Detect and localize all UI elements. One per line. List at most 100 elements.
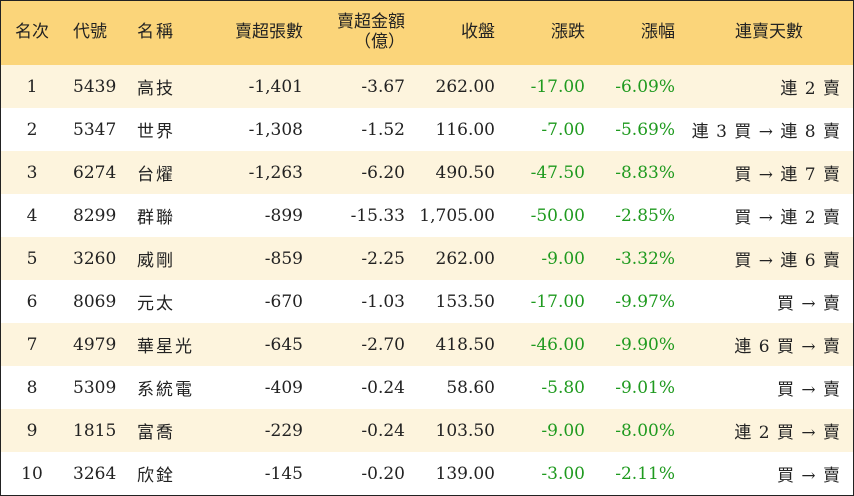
- cell-name: 群聯: [137, 208, 175, 228]
- cell-change-pct: -8.00%: [615, 420, 675, 441]
- cell-name: 世界: [137, 122, 175, 142]
- cell-consecutive-days: 連 3 買 → 連 8 賣: [691, 122, 841, 142]
- cell-rank: 3: [26, 162, 38, 183]
- cell-rank: 10: [21, 463, 43, 484]
- cell-net-sell-lots: -859: [264, 248, 303, 269]
- cell-change: -50.00: [530, 205, 585, 226]
- cell-net-sell-amount: -6.20: [361, 162, 405, 183]
- cell-code: 3260: [73, 248, 117, 269]
- cell-change: -46.00: [530, 334, 585, 355]
- cell-name: 系統電: [137, 380, 194, 400]
- cell-consecutive-days: 買 → 賣: [776, 294, 841, 314]
- cell-net-sell-amount: -0.20: [361, 463, 405, 484]
- cell-net-sell-lots: -409: [264, 377, 303, 398]
- header-net-sell-amount: 賣超金額 （億）: [313, 1, 415, 65]
- cell-net-sell-amount: -1.03: [361, 291, 405, 312]
- cell-change: -9.00: [541, 420, 585, 441]
- table-row: 2 5347 世界 -1,308 -1.52 116.00 -7.00 -5.6…: [1, 108, 853, 151]
- cell-change: -47.50: [530, 162, 585, 183]
- table-body: 1 5439 高技 -1,401 -3.67 262.00 -17.00 -6.…: [1, 65, 853, 495]
- cell-close: 1,705.00: [419, 205, 495, 226]
- cell-net-sell-amount: -2.25: [361, 248, 405, 269]
- cell-change: -17.00: [530, 76, 585, 97]
- cell-consecutive-days: 連 6 買 → 賣: [734, 337, 841, 357]
- cell-change: -3.00: [541, 463, 585, 484]
- cell-net-sell-amount: -0.24: [361, 420, 405, 441]
- table-row: 6 8069 元太 -670 -1.03 153.50 -17.00 -9.97…: [1, 280, 853, 323]
- cell-close: 262.00: [435, 248, 495, 269]
- cell-name: 元太: [137, 294, 175, 314]
- cell-close: 139.00: [435, 463, 495, 484]
- cell-consecutive-days: 買 → 賣: [776, 380, 841, 400]
- header-code: 代號: [73, 22, 107, 43]
- cell-rank: 5: [26, 248, 38, 269]
- cell-change: -9.00: [541, 248, 585, 269]
- cell-change-pct: -9.97%: [615, 291, 675, 312]
- cell-change-pct: -9.01%: [615, 377, 675, 398]
- cell-consecutive-days: 買 → 連 6 賣: [734, 251, 841, 271]
- cell-close: 58.60: [446, 377, 495, 398]
- cell-name: 威剛: [137, 251, 175, 271]
- table-row: 4 8299 群聯 -899 -15.33 1,705.00 -50.00 -2…: [1, 194, 853, 237]
- cell-close: 153.50: [435, 291, 495, 312]
- cell-code: 5439: [73, 76, 117, 97]
- cell-net-sell-lots: -1,401: [248, 76, 303, 97]
- cell-net-sell-amount: -15.33: [350, 205, 405, 226]
- table-row: 1 5439 高技 -1,401 -3.67 262.00 -17.00 -6.…: [1, 65, 853, 108]
- cell-change-pct: -3.32%: [615, 248, 675, 269]
- cell-consecutive-days: 連 2 買 → 賣: [734, 423, 841, 443]
- cell-code: 8299: [73, 205, 117, 226]
- cell-consecutive-days: 買 → 連 7 賣: [734, 165, 841, 185]
- cell-close: 103.50: [435, 420, 495, 441]
- cell-code: 8069: [73, 291, 117, 312]
- table-row: 5 3260 威剛 -859 -2.25 262.00 -9.00 -3.32%…: [1, 237, 853, 280]
- cell-net-sell-lots: -1,308: [248, 119, 303, 140]
- table-row: 9 1815 富喬 -229 -0.24 103.50 -9.00 -8.00%…: [1, 409, 853, 452]
- cell-code: 5347: [73, 119, 117, 140]
- table-row: 7 4979 華星光 -645 -2.70 418.50 -46.00 -9.9…: [1, 323, 853, 366]
- cell-rank: 2: [26, 119, 38, 140]
- cell-net-sell-lots: -229: [264, 420, 303, 441]
- cell-rank: 9: [26, 420, 38, 441]
- header-change: 漲跌: [551, 22, 585, 43]
- cell-net-sell-lots: -645: [264, 334, 303, 355]
- cell-close: 418.50: [435, 334, 495, 355]
- cell-change: -5.80: [541, 377, 585, 398]
- cell-rank: 8: [26, 377, 38, 398]
- header-net-sell-lots: 賣超張數: [235, 22, 303, 43]
- cell-name: 台燿: [137, 165, 175, 185]
- cell-net-sell-amount: -1.52: [361, 119, 405, 140]
- cell-change-pct: -9.90%: [615, 334, 675, 355]
- cell-rank: 6: [26, 291, 38, 312]
- cell-code: 6274: [73, 162, 117, 183]
- cell-rank: 1: [26, 76, 38, 97]
- table-row: 10 3264 欣銓 -145 -0.20 139.00 -3.00 -2.11…: [1, 452, 853, 495]
- cell-net-sell-lots: -899: [264, 205, 303, 226]
- cell-close: 116.00: [435, 119, 495, 140]
- cell-net-sell-amount: -3.67: [361, 76, 405, 97]
- header-rank: 名次: [15, 22, 49, 43]
- cell-net-sell-lots: -670: [264, 291, 303, 312]
- cell-name: 欣銓: [137, 466, 175, 486]
- cell-name: 富喬: [137, 423, 175, 443]
- cell-change-pct: -2.11%: [615, 463, 675, 484]
- cell-rank: 7: [26, 334, 38, 355]
- cell-change-pct: -5.69%: [615, 119, 675, 140]
- cell-close: 262.00: [435, 76, 495, 97]
- header-close: 收盤: [461, 22, 495, 43]
- cell-change-pct: -6.09%: [615, 76, 675, 97]
- header-consecutive-days: 連賣天數: [735, 22, 803, 43]
- header-net-sell-amount-line2: （億）: [354, 32, 405, 52]
- cell-name: 高技: [137, 79, 175, 99]
- header-net-sell-amount-line1: 賣超金額: [337, 12, 405, 33]
- cell-change: -17.00: [530, 291, 585, 312]
- cell-net-sell-lots: -145: [264, 463, 303, 484]
- cell-code: 1815: [73, 420, 117, 441]
- table-row: 8 5309 系統電 -409 -0.24 58.60 -5.80 -9.01%…: [1, 366, 853, 409]
- cell-net-sell-amount: -0.24: [361, 377, 405, 398]
- cell-code: 3264: [73, 463, 117, 484]
- cell-net-sell-lots: -1,263: [248, 162, 303, 183]
- cell-consecutive-days: 買 → 賣: [776, 466, 841, 486]
